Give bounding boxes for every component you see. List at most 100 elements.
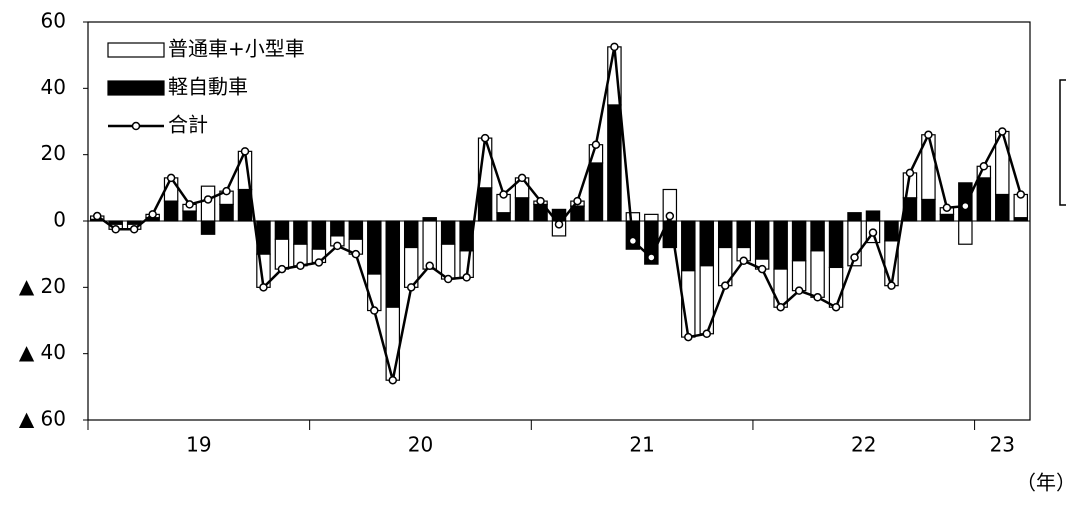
point <box>684 332 693 342</box>
bar <box>348 220 364 240</box>
legend-swatch <box>107 42 165 58</box>
point <box>720 281 730 290</box>
bar <box>828 266 844 308</box>
y-tick-label: 40 <box>41 75 66 99</box>
bar <box>385 220 401 308</box>
bar <box>995 193 1010 222</box>
point <box>111 225 120 234</box>
y-tick-label: ▲ 60 <box>19 407 66 431</box>
point <box>591 140 601 149</box>
point <box>924 130 933 140</box>
bar <box>681 220 696 272</box>
bar <box>773 220 788 270</box>
x-tick-label: 23 <box>990 433 1015 457</box>
point <box>610 42 619 52</box>
point <box>647 253 656 262</box>
point <box>536 196 545 206</box>
point <box>425 261 434 271</box>
point <box>185 200 194 209</box>
bar <box>274 220 290 240</box>
bar <box>736 220 751 249</box>
bar <box>385 306 401 381</box>
plot-frame <box>87 21 1031 421</box>
point <box>850 253 859 262</box>
x-tick-label: 19 <box>186 433 211 457</box>
point <box>166 173 176 183</box>
bar <box>865 210 881 222</box>
bar <box>847 212 862 222</box>
bar <box>200 220 216 235</box>
bar <box>367 273 382 312</box>
bar <box>939 213 955 222</box>
legend-label: 普通車+小型車 <box>168 37 305 61</box>
point <box>517 173 527 183</box>
side-box <box>1059 79 1066 206</box>
bar <box>810 220 825 252</box>
bar <box>976 177 992 222</box>
point <box>296 261 305 271</box>
legend-label: 軽自動車 <box>168 75 248 99</box>
bar <box>791 260 807 292</box>
point <box>1016 190 1026 199</box>
legend-marker <box>131 121 141 131</box>
bar <box>274 238 290 270</box>
point <box>462 273 471 282</box>
legend-label: 合計 <box>168 113 208 137</box>
point <box>868 228 878 237</box>
bar <box>440 220 456 245</box>
bar <box>330 220 345 237</box>
bar <box>791 220 807 262</box>
bar <box>717 220 733 249</box>
bar <box>514 197 530 222</box>
point <box>905 168 915 178</box>
y-tick-label: 20 <box>41 141 66 165</box>
bar <box>403 220 419 249</box>
bar <box>182 210 197 222</box>
point <box>240 147 250 156</box>
bar <box>163 200 179 222</box>
point <box>222 186 231 196</box>
point <box>277 264 287 274</box>
y-tick-label: ▲ 20 <box>19 274 66 298</box>
bar <box>958 220 973 245</box>
point <box>757 264 767 274</box>
point <box>351 249 361 259</box>
x-tick-label: 21 <box>629 433 654 457</box>
point <box>499 190 508 199</box>
bar <box>588 162 604 222</box>
bar <box>828 220 844 269</box>
point <box>92 211 102 221</box>
bar <box>367 220 382 275</box>
point <box>333 241 342 251</box>
x-unit-label: （年） <box>1016 471 1066 495</box>
point <box>129 225 139 234</box>
point <box>203 195 213 204</box>
bar <box>477 187 493 222</box>
y-tick-label: 60 <box>41 9 66 33</box>
point <box>665 211 675 221</box>
point <box>702 329 712 339</box>
point <box>628 236 638 246</box>
point <box>831 302 841 312</box>
point <box>961 201 970 211</box>
point <box>370 306 379 315</box>
bar <box>699 220 715 267</box>
point <box>979 162 989 171</box>
bar <box>884 220 899 242</box>
point <box>406 283 416 292</box>
point <box>794 286 804 295</box>
y-tick-label: ▲ 40 <box>19 340 66 364</box>
bar <box>754 220 770 260</box>
bar <box>219 203 234 222</box>
point <box>388 375 398 385</box>
bar <box>644 213 659 222</box>
point <box>813 293 822 302</box>
bar <box>440 243 456 280</box>
x-tick-label: 20 <box>408 433 433 457</box>
point <box>942 203 952 212</box>
legend-swatch <box>107 80 165 96</box>
point <box>443 274 453 284</box>
point <box>314 258 324 267</box>
bar <box>293 220 308 245</box>
